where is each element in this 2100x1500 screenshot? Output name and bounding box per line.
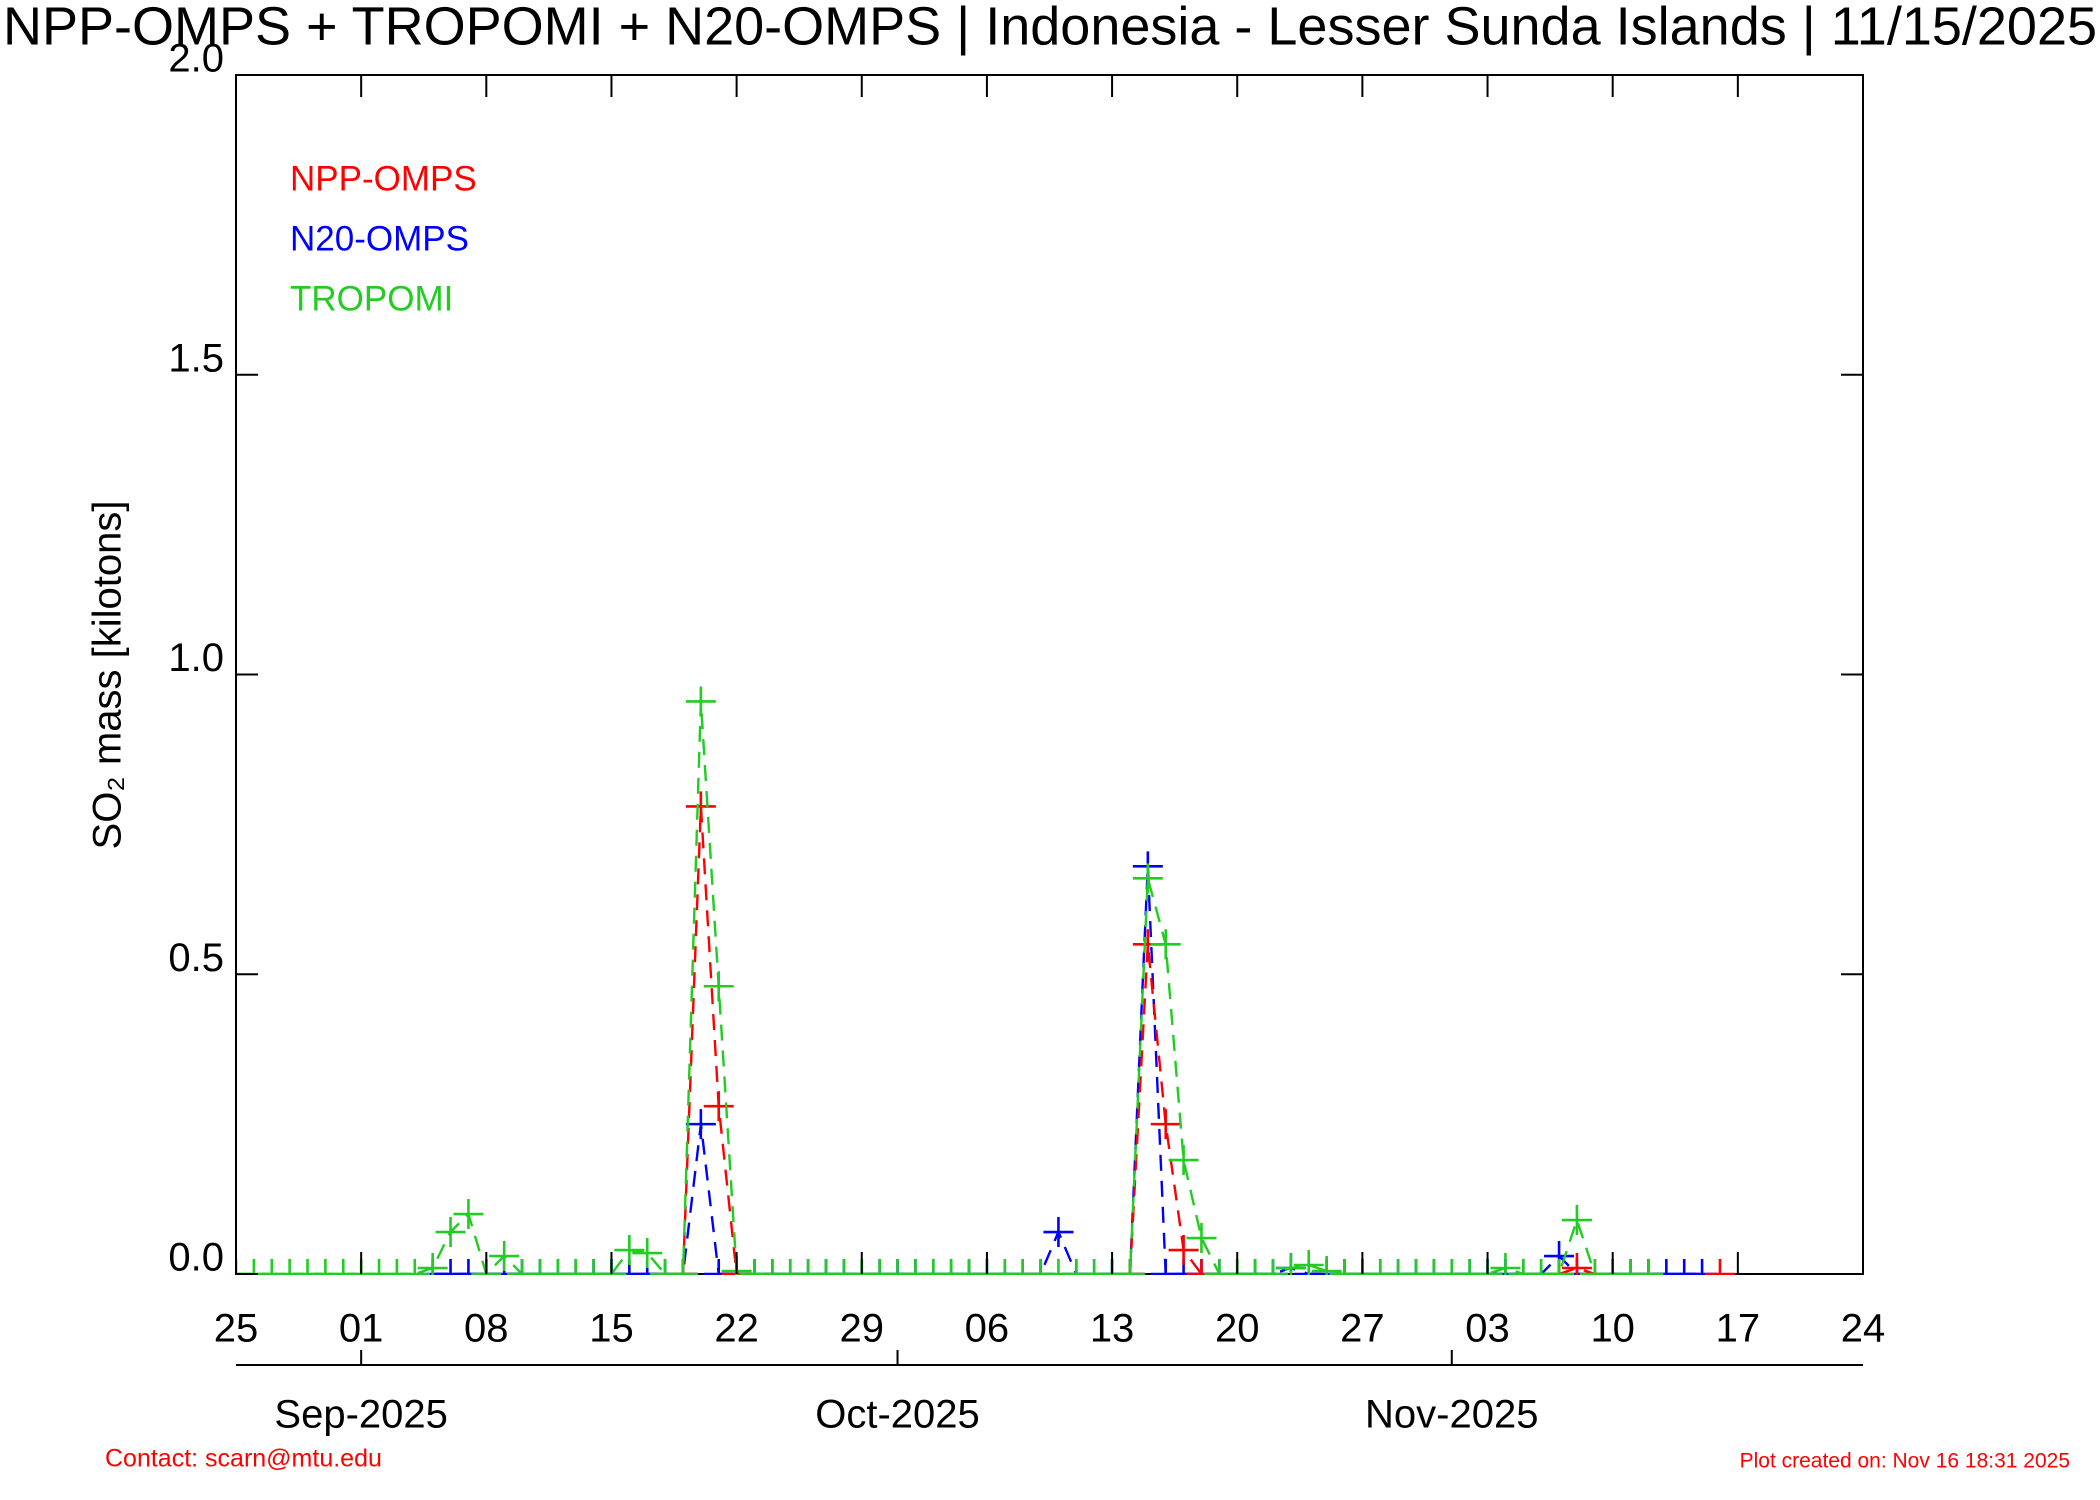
point-marker: [417, 1253, 448, 1275]
x-tick-label: 01: [339, 1307, 384, 1351]
y-tick-label: 0.5: [168, 936, 224, 980]
point-marker: [489, 1241, 520, 1272]
point-marker: [1561, 1253, 1592, 1275]
plot-area: [236, 686, 1735, 1275]
point-marker: [1293, 1250, 1324, 1275]
chart-title: NPP-OMPS + TROPOMI + N20-OMPS | Indonesi…: [3, 0, 2097, 56]
point-marker: [1704, 1259, 1735, 1275]
point-marker: [1150, 1109, 1181, 1140]
point-marker: [1168, 1145, 1199, 1176]
point-marker: [1186, 1223, 1217, 1254]
point-marker: [453, 1199, 484, 1230]
series-line: [432, 866, 1703, 1275]
x-tick-label: 27: [1340, 1307, 1385, 1351]
month-label: Oct-2025: [815, 1393, 980, 1437]
month-label: Sep-2025: [274, 1393, 447, 1437]
point-marker: [1275, 1253, 1306, 1275]
point-marker: [1114, 1259, 1145, 1275]
point-marker: [667, 1259, 698, 1275]
point-marker: [685, 686, 716, 717]
point-marker: [685, 791, 716, 822]
month-label: Nov-2025: [1365, 1393, 1538, 1437]
x-tick-label: 08: [464, 1307, 509, 1351]
point-marker: [1633, 1259, 1664, 1275]
point-marker: [703, 1091, 734, 1122]
created-note: Plot created on: Nov 16 18:31 2025: [1740, 1450, 2070, 1473]
x-tick-label: 06: [965, 1307, 1010, 1351]
x-tick-label: 29: [840, 1307, 885, 1351]
legend-entry: N20-OMPS: [290, 219, 469, 258]
x-tick-label: 10: [1590, 1307, 1635, 1351]
y-tick-label: 0.0: [168, 1236, 224, 1280]
point-marker: [1168, 1235, 1199, 1266]
x-tick-label: 15: [589, 1307, 634, 1351]
point-marker: [685, 1109, 716, 1140]
y-axis-label: SO₂ mass [kilotons]: [86, 501, 130, 850]
point-marker: [703, 971, 734, 1002]
point-marker: [1490, 1253, 1521, 1275]
x-tick-label: 20: [1215, 1307, 1260, 1351]
plot-frame: [235, 74, 1864, 1275]
point-marker: [614, 1235, 645, 1266]
x-tick-label: 13: [1090, 1307, 1135, 1351]
point-marker: [1043, 1217, 1074, 1248]
contact: Contact: scarn@mtu.edu: [105, 1445, 382, 1473]
x-tick-label: 24: [1841, 1307, 1886, 1351]
y-tick-label: 2.0: [168, 37, 224, 81]
y-tick-label: 1.5: [168, 336, 224, 380]
point-marker: [1544, 1259, 1575, 1275]
y-tick-label: 1.0: [168, 636, 224, 680]
point-marker: [1150, 929, 1181, 960]
legend-entry: NPP-OMPS: [290, 159, 477, 198]
point-marker: [1561, 1205, 1592, 1236]
point-marker: [632, 1238, 663, 1269]
legend-entry: TROPOMI: [290, 279, 453, 318]
point-marker: [1257, 1259, 1288, 1275]
x-tick-label: 25: [214, 1307, 259, 1351]
series-line: [236, 701, 1649, 1275]
x-tick-label: 03: [1465, 1307, 1510, 1351]
x-tick-label: 22: [714, 1307, 759, 1351]
series-line: [683, 806, 1720, 1274]
point-marker: [435, 1217, 466, 1248]
point-marker: [1311, 1256, 1342, 1275]
x-tick-label: 17: [1716, 1307, 1761, 1351]
point-marker: [399, 1259, 430, 1275]
point-marker: [1132, 863, 1163, 894]
